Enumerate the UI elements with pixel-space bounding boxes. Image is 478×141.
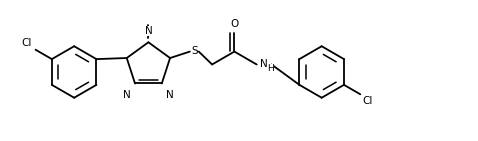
Text: Cl: Cl bbox=[363, 96, 373, 106]
Text: H: H bbox=[268, 64, 274, 73]
Text: Cl: Cl bbox=[22, 38, 32, 48]
Text: N: N bbox=[260, 60, 267, 70]
Text: N: N bbox=[144, 26, 152, 36]
Text: S: S bbox=[192, 46, 198, 56]
Text: N: N bbox=[123, 90, 131, 100]
Text: N: N bbox=[166, 90, 174, 100]
Text: O: O bbox=[230, 19, 239, 29]
